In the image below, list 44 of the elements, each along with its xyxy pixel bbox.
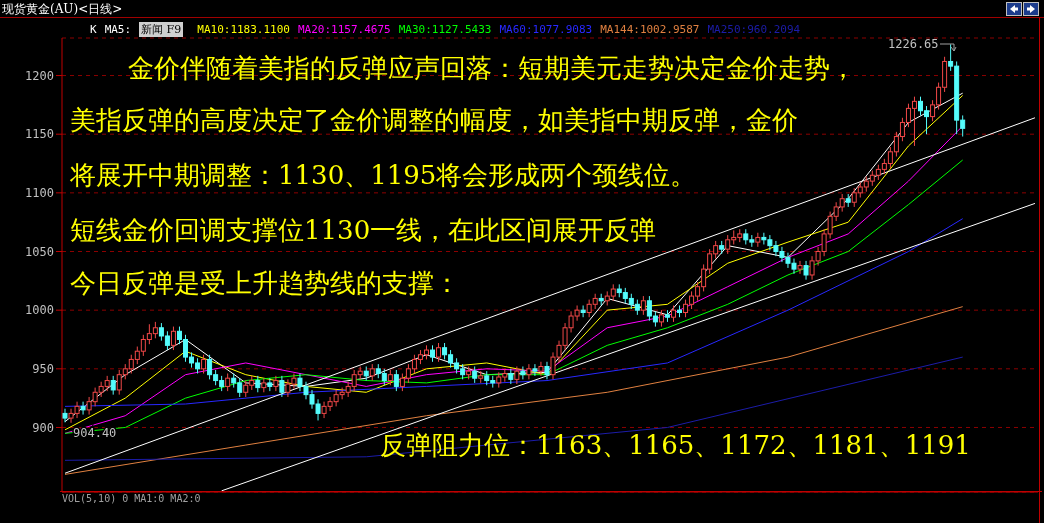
text: MA250:960.2094 xyxy=(707,23,801,36)
text: MA5: xyxy=(104,23,132,36)
annotation: 1226.65 xyxy=(888,37,939,52)
y-tick-label: 1000 xyxy=(25,303,54,318)
annotation: 美指反弹的高度决定了金价调整的幅度，如美指中期反弹，金价 xyxy=(70,105,798,136)
annotation: 今日反弹是受上升趋势线的支撑： xyxy=(70,268,460,299)
annotation: 将展开中期调整：1130、1195将会形成两个颈线位。 xyxy=(70,160,697,191)
candlestick xyxy=(62,408,68,423)
candlestick xyxy=(273,375,279,392)
candlestick xyxy=(640,295,646,316)
y-tick-label: 900 xyxy=(32,420,54,435)
candlestick xyxy=(580,304,586,318)
candlestick xyxy=(201,354,207,375)
candlestick xyxy=(110,375,116,396)
y-tick-label: 950 xyxy=(32,362,54,377)
candlestick xyxy=(514,365,520,385)
text: MA10:1183.1100 xyxy=(197,23,290,36)
candlestick xyxy=(803,260,809,281)
text: MA30:1127.5433 xyxy=(398,23,492,36)
annotation: 反弹阻力位：1163、1165、1172、1181、1191 xyxy=(380,430,971,461)
chart-title: 现货黄金(AU)<日线> xyxy=(2,1,123,18)
text: MA60:1077.9083 xyxy=(499,23,593,36)
y-tick-label: 1150 xyxy=(25,127,54,142)
text: MA20:1157.4675 xyxy=(297,23,391,36)
y-tick-label: 1050 xyxy=(25,244,54,259)
line-series xyxy=(64,218,964,407)
y-tick-label: 1200 xyxy=(25,68,54,83)
annotation: 短线金价回调支撑位1130一线，在此区间展开反弹 xyxy=(70,215,657,246)
candlestick xyxy=(797,260,803,275)
candlestick xyxy=(279,375,285,398)
candlestick xyxy=(520,365,526,380)
candlestick xyxy=(526,363,532,380)
text: MA144:1002.9587 xyxy=(600,23,700,36)
candlestick xyxy=(80,401,86,416)
y-tick-label: 1100 xyxy=(25,186,54,201)
text: VOL(5,10) 0 MA1:0 MA2:0 xyxy=(62,493,201,505)
candlestick xyxy=(393,369,399,392)
candlestick xyxy=(170,326,176,351)
candlestick xyxy=(532,363,538,377)
candlestick xyxy=(538,361,544,377)
news-button: 新闻 F9 xyxy=(139,22,184,37)
legend-title: K xyxy=(90,23,97,36)
candlestick xyxy=(436,342,442,363)
annotation: 金价伴随着美指的反弹应声回落：短期美元走势决定金价走势， xyxy=(128,53,856,84)
